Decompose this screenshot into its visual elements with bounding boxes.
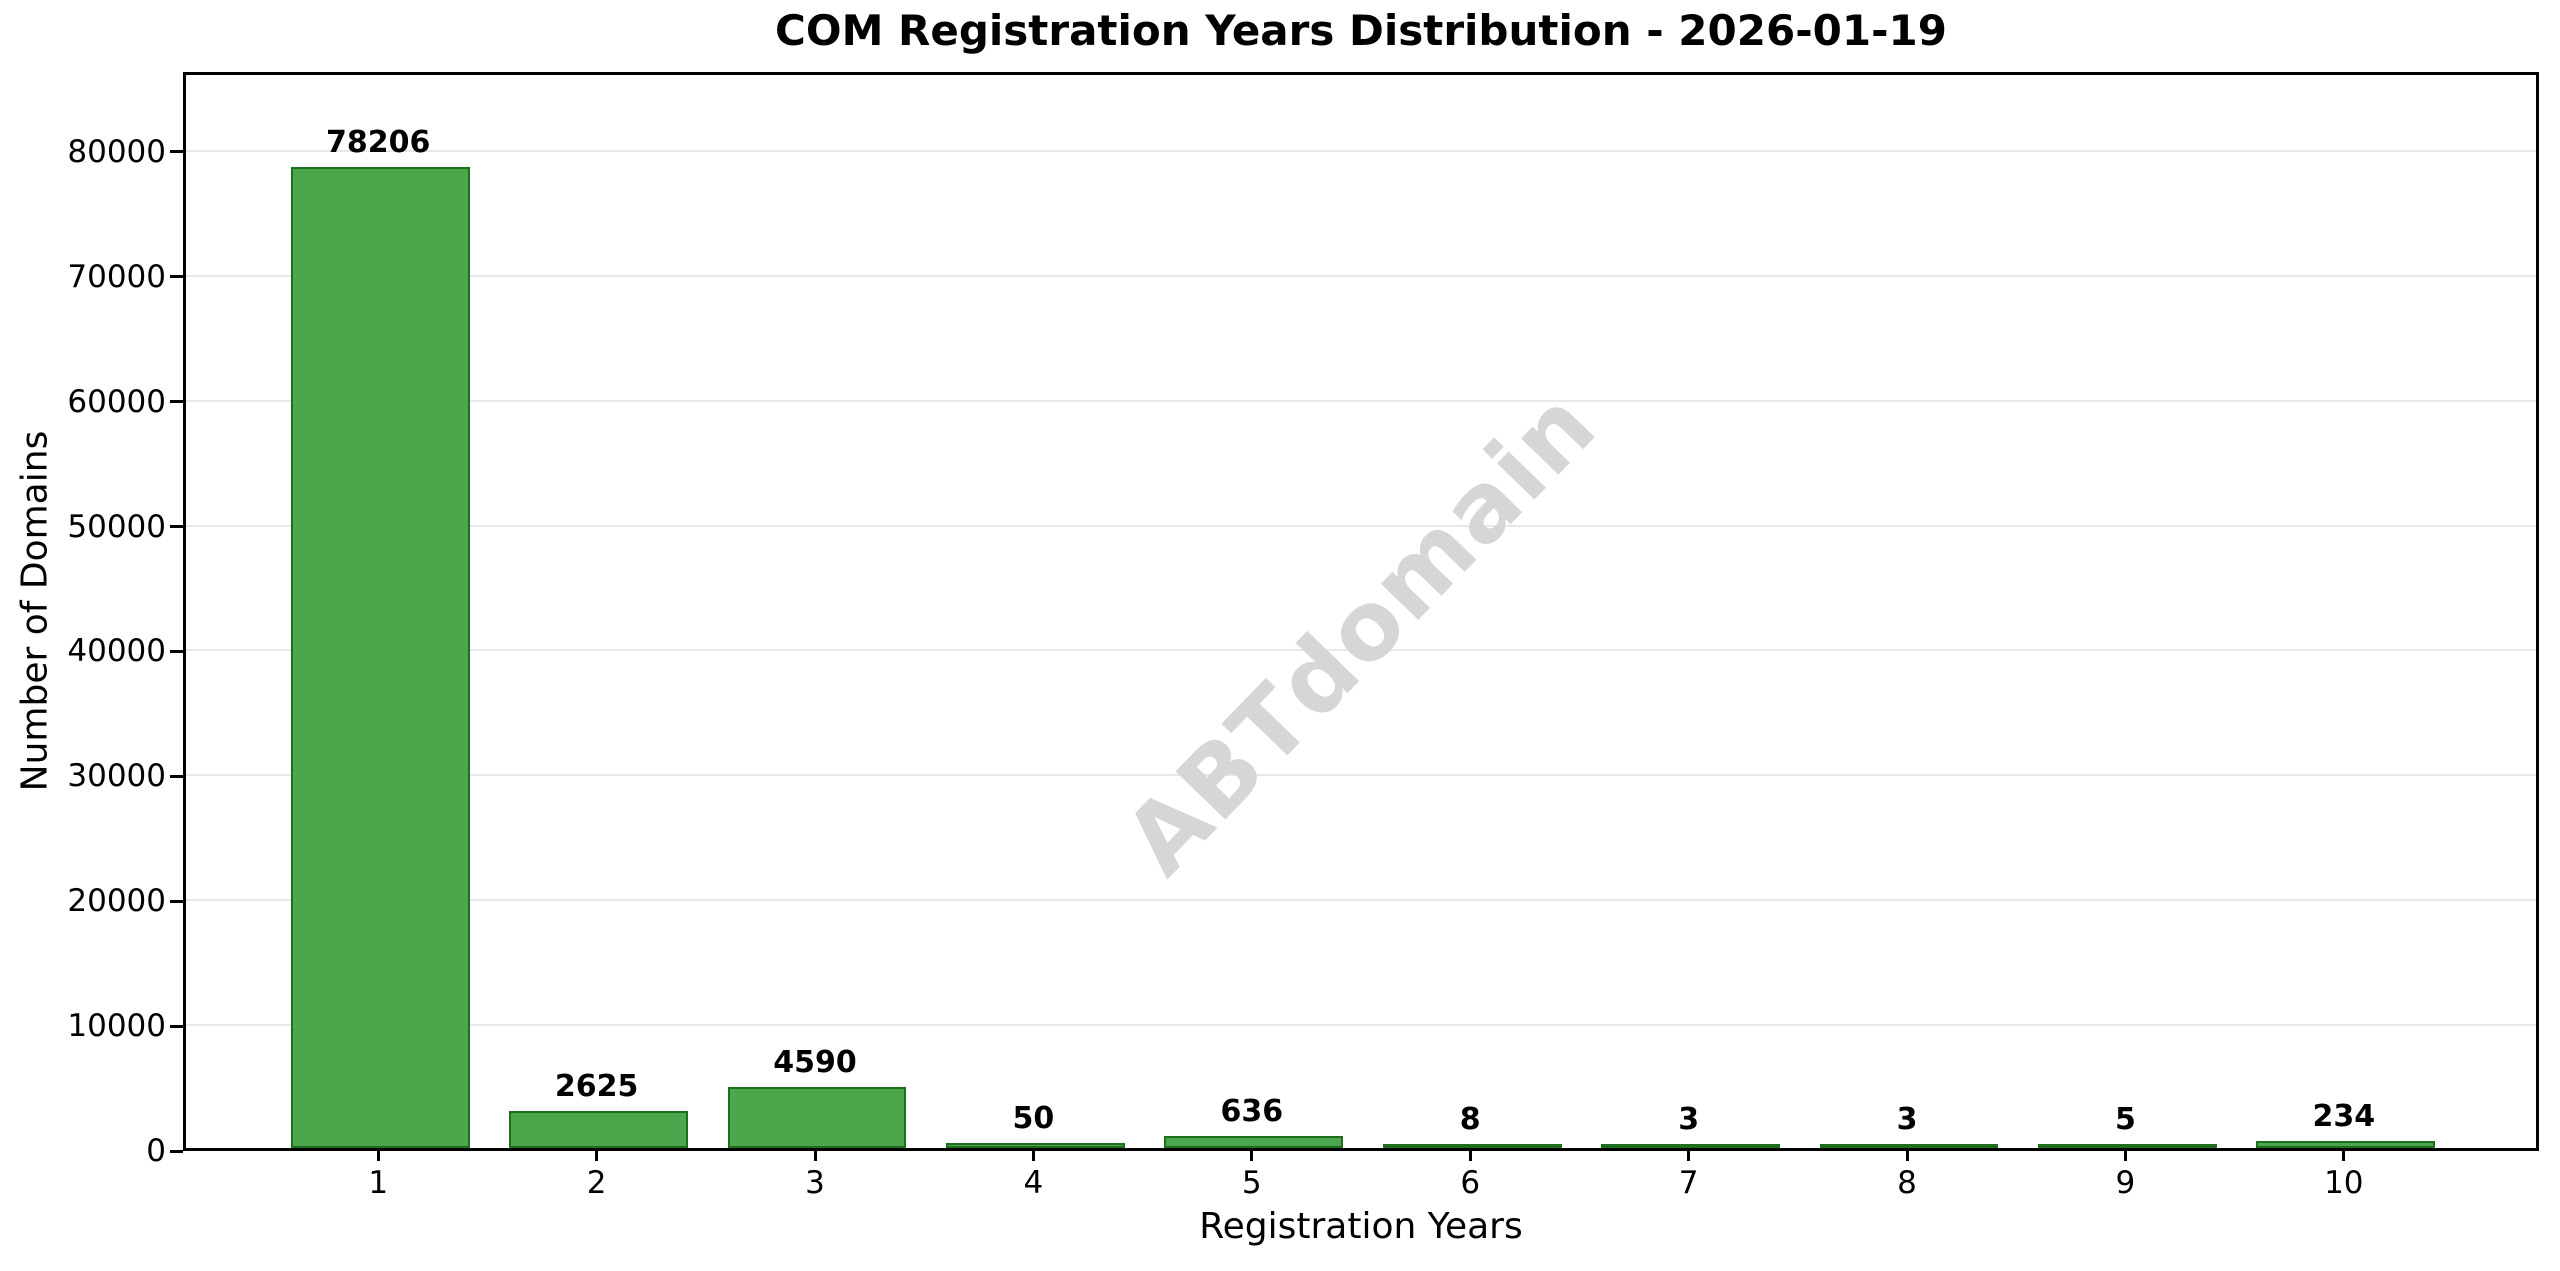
bar-value-label-4: 50 <box>1012 1101 1055 1137</box>
x-tick-mark-10 <box>2342 1151 2346 1161</box>
x-tick-label-3: 3 <box>805 1165 825 1201</box>
bar-value-label-5: 636 <box>1220 1094 1284 1130</box>
bar-slot-10: 234 <box>2235 75 2453 1148</box>
x-tick-mark-7 <box>1687 1151 1691 1161</box>
bar-year-4 <box>946 1143 1125 1148</box>
x-tick-label-1: 1 <box>368 1165 389 1201</box>
y-tick-label-0: 0 <box>146 1133 166 1169</box>
bar-value-label-7: 3 <box>1678 1101 1700 1137</box>
bar-slot-7: 3 <box>1579 75 1797 1148</box>
y-tick-mark-10000 <box>170 1024 183 1028</box>
y-tick-mark-20000 <box>170 899 183 903</box>
gridline-20000 <box>186 899 2536 902</box>
bar-year-1 <box>290 167 470 1148</box>
bar-series: 78206 2625 4590 50 636 8 3 3 5 234 <box>186 75 2536 1148</box>
bar-year-9 <box>2038 1143 2217 1148</box>
x-tick-label-2: 2 <box>586 1165 607 1201</box>
bar-year-7 <box>1601 1143 1780 1148</box>
x-tick-label-5: 5 <box>1241 1165 1262 1201</box>
x-tick-label-6: 6 <box>1460 1165 1481 1201</box>
y-tick-mark-70000 <box>170 275 183 279</box>
bar-slot-2: 2625 <box>487 75 705 1148</box>
bar-slot-6: 8 <box>1361 75 1579 1148</box>
x-tick-label-4: 4 <box>1023 1165 1044 1201</box>
bar-year-10 <box>2256 1141 2436 1148</box>
bar-value-label-6: 8 <box>1459 1101 1481 1137</box>
x-tick-mark-9 <box>2123 1151 2127 1161</box>
x-tick-mark-6 <box>1468 1151 1472 1161</box>
gridline-80000 <box>186 149 2536 152</box>
y-tick-label-30000: 30000 <box>67 758 166 795</box>
y-tick-mark-30000 <box>170 774 183 778</box>
x-tick-label-10: 10 <box>2324 1165 2364 1201</box>
y-tick-label-70000: 70000 <box>67 258 166 295</box>
y-tick-label-60000: 60000 <box>67 383 166 420</box>
y-tick-label-40000: 40000 <box>67 633 166 670</box>
y-tick-mark-40000 <box>170 649 183 653</box>
y-tick-label-50000: 50000 <box>67 508 166 545</box>
bar-value-label-2: 2625 <box>554 1069 639 1105</box>
bar-slot-4: 50 <box>924 75 1142 1148</box>
y-tick-label-10000: 10000 <box>67 1008 166 1045</box>
gridline-70000 <box>186 274 2536 277</box>
y-tick-mark-60000 <box>170 400 183 404</box>
x-tick-label-8: 8 <box>1897 1165 1917 1201</box>
bar-slot-1: 78206 <box>269 75 487 1148</box>
y-tick-label-80000: 80000 <box>67 133 166 170</box>
bar-value-label-9: 5 <box>2115 1101 2136 1137</box>
x-tick-label-7: 7 <box>1678 1165 1699 1201</box>
bar-value-label-1: 78206 <box>326 125 431 161</box>
bar-value-label-3: 4590 <box>773 1044 857 1080</box>
y-tick-mark-0 <box>170 1149 183 1153</box>
y-tick-mark-50000 <box>170 525 183 529</box>
bar-value-label-10: 234 <box>2312 1099 2376 1135</box>
x-tick-mark-1 <box>376 1151 380 1161</box>
y-tick-mark-80000 <box>170 150 183 154</box>
bar-year-8 <box>1819 1143 1999 1148</box>
bar-year-6 <box>1382 1143 1562 1148</box>
bar-year-2 <box>509 1111 688 1148</box>
bar-year-3 <box>727 1086 907 1148</box>
bar-slot-9: 5 <box>2016 75 2234 1148</box>
x-tick-mark-2 <box>595 1151 599 1161</box>
y-axis-label: Number of Domains <box>14 430 56 792</box>
y-tick-label-20000: 20000 <box>67 883 166 920</box>
bar-slot-5: 636 <box>1143 75 1361 1148</box>
bar-value-label-8: 3 <box>1896 1101 1918 1137</box>
gridline-60000 <box>186 399 2536 402</box>
x-tick-label-9: 9 <box>2115 1165 2136 1201</box>
x-tick-mark-4 <box>1031 1151 1035 1161</box>
bar-slot-8: 3 <box>1798 75 2016 1148</box>
gridline-10000 <box>186 1024 2536 1027</box>
x-axis-label: Registration Years <box>1199 1206 1523 1247</box>
bar-year-5 <box>1164 1136 1344 1148</box>
x-tick-mark-3 <box>813 1151 817 1161</box>
x-tick-mark-5 <box>1250 1151 1254 1161</box>
gridline-50000 <box>186 524 2536 527</box>
plot-area: ABTdomain 78206 2625 4590 50 636 8 3 3 5 234 <box>183 72 2539 1151</box>
bar-slot-3: 4590 <box>706 75 924 1148</box>
x-tick-mark-8 <box>1905 1151 1909 1161</box>
gridline-40000 <box>186 649 2536 652</box>
chart-title: COM Registration Years Distribution - 20… <box>775 6 1947 55</box>
gridline-30000 <box>186 774 2536 777</box>
